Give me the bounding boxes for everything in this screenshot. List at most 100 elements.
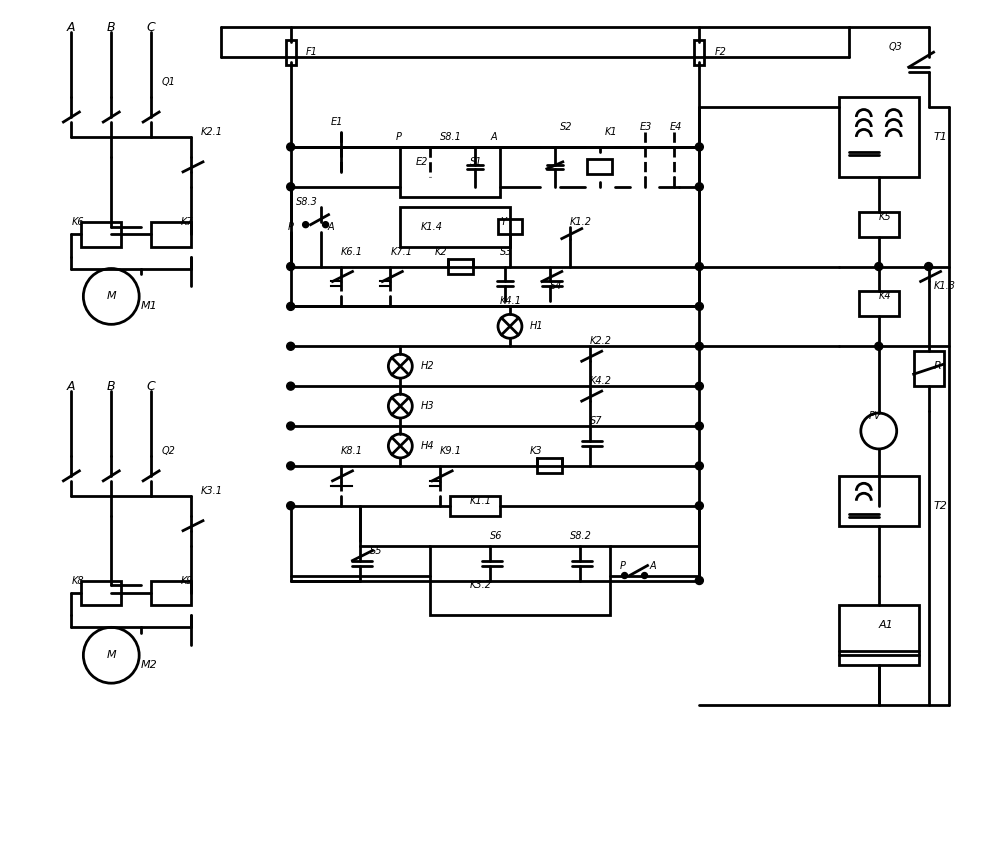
- Text: M: M: [106, 651, 116, 660]
- Bar: [448, 259, 473, 274]
- Circle shape: [875, 342, 883, 350]
- Bar: [859, 211, 899, 236]
- Text: K1.4: K1.4: [420, 222, 442, 232]
- Text: E4: E4: [669, 122, 682, 132]
- Circle shape: [695, 263, 703, 270]
- Text: K3.2: K3.2: [470, 580, 492, 591]
- Circle shape: [498, 314, 522, 338]
- Bar: [286, 39, 296, 65]
- Text: M1: M1: [141, 301, 158, 312]
- Text: S8.2: S8.2: [570, 531, 592, 541]
- Bar: [81, 580, 121, 605]
- Circle shape: [287, 342, 295, 350]
- Text: Y: Y: [500, 217, 506, 227]
- Text: P: P: [620, 561, 625, 571]
- Bar: [537, 459, 562, 473]
- Text: Q1: Q1: [161, 77, 175, 87]
- Text: S8.1: S8.1: [440, 132, 462, 142]
- Bar: [587, 159, 612, 175]
- Text: K1.2: K1.2: [570, 217, 592, 227]
- Text: A: A: [66, 21, 75, 33]
- Bar: [400, 206, 510, 247]
- Text: K2.1: K2.1: [201, 127, 223, 137]
- Text: H2: H2: [420, 361, 434, 372]
- Circle shape: [287, 263, 295, 270]
- Circle shape: [287, 382, 295, 390]
- Text: H3: H3: [420, 401, 434, 411]
- Text: K3: K3: [530, 446, 543, 456]
- Circle shape: [622, 573, 628, 579]
- Text: T1: T1: [934, 132, 947, 142]
- Bar: [498, 219, 522, 235]
- Text: H1: H1: [530, 321, 544, 331]
- Text: S7: S7: [590, 416, 602, 426]
- Bar: [400, 147, 500, 197]
- Circle shape: [83, 269, 139, 324]
- Text: C: C: [146, 380, 155, 393]
- Circle shape: [695, 577, 703, 585]
- Text: K4.2: K4.2: [590, 376, 612, 386]
- Text: H4: H4: [420, 441, 434, 451]
- Text: R: R: [934, 361, 941, 372]
- Text: K6.1: K6.1: [341, 247, 363, 257]
- Text: S6: S6: [490, 531, 503, 541]
- Text: Q3: Q3: [889, 42, 903, 52]
- Text: K7.1: K7.1: [390, 247, 412, 257]
- Circle shape: [287, 422, 295, 430]
- Text: A1: A1: [879, 621, 894, 630]
- Text: S8.3: S8.3: [296, 197, 318, 207]
- Text: M2: M2: [141, 660, 158, 670]
- Text: K1.1: K1.1: [470, 496, 492, 506]
- Circle shape: [287, 462, 295, 470]
- Circle shape: [925, 263, 933, 270]
- Text: PV: PV: [869, 411, 881, 421]
- Circle shape: [83, 627, 139, 683]
- Text: A: A: [650, 561, 656, 571]
- Bar: [151, 580, 191, 605]
- Circle shape: [287, 183, 295, 191]
- Circle shape: [388, 354, 412, 378]
- Text: B: B: [106, 21, 115, 33]
- Text: K6: K6: [71, 217, 84, 227]
- Bar: [450, 496, 500, 515]
- Bar: [839, 97, 919, 177]
- Circle shape: [287, 302, 295, 311]
- Circle shape: [875, 263, 883, 270]
- Text: K9.1: K9.1: [440, 446, 462, 456]
- Circle shape: [323, 222, 329, 228]
- Bar: [694, 39, 704, 65]
- Text: K1: K1: [605, 127, 617, 137]
- Bar: [839, 605, 919, 665]
- Circle shape: [695, 183, 703, 191]
- Text: B: B: [106, 380, 115, 393]
- Circle shape: [695, 422, 703, 430]
- Text: S3: S3: [500, 247, 512, 257]
- Text: E1: E1: [331, 117, 343, 127]
- Text: T2: T2: [934, 501, 947, 511]
- Circle shape: [303, 222, 309, 228]
- Circle shape: [695, 302, 703, 311]
- Text: K1.3: K1.3: [934, 282, 956, 291]
- Circle shape: [695, 143, 703, 151]
- Bar: [430, 545, 610, 615]
- Text: K7: K7: [181, 217, 194, 227]
- Circle shape: [861, 413, 897, 449]
- Bar: [839, 476, 919, 526]
- Text: K5: K5: [879, 211, 891, 222]
- Text: M: M: [106, 291, 116, 301]
- Text: S2: S2: [560, 122, 572, 132]
- Text: Q2: Q2: [161, 446, 175, 456]
- Text: P: P: [288, 222, 294, 232]
- Text: K8.1: K8.1: [341, 446, 363, 456]
- Circle shape: [695, 462, 703, 470]
- Circle shape: [388, 434, 412, 458]
- Text: K9: K9: [181, 575, 194, 586]
- Text: P: P: [395, 132, 401, 142]
- Text: K4.1: K4.1: [500, 296, 522, 306]
- Text: F1: F1: [306, 47, 318, 57]
- Circle shape: [388, 394, 412, 418]
- Circle shape: [287, 143, 295, 151]
- Bar: [81, 222, 121, 247]
- Circle shape: [642, 573, 648, 579]
- Text: A: A: [327, 222, 334, 232]
